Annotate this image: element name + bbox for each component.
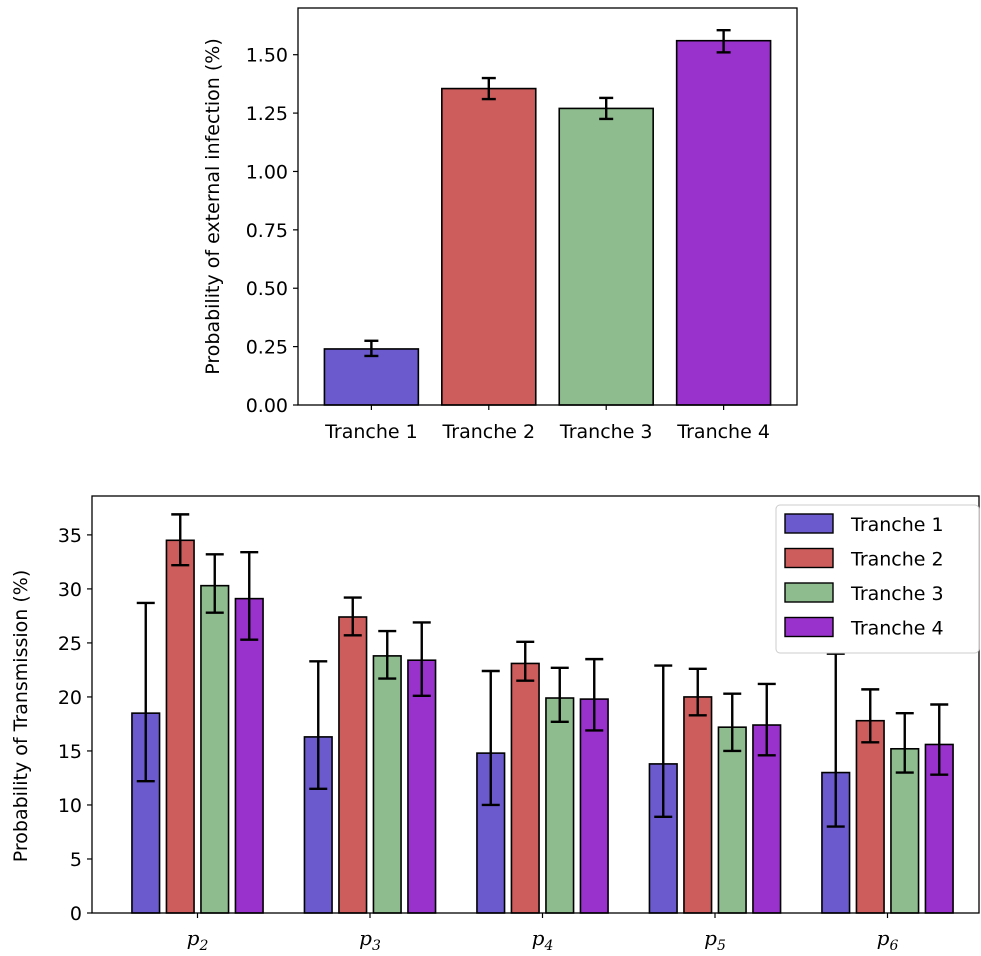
- bottom-x-tick-label: p3: [359, 926, 381, 954]
- bar-tranche-4-p3: [407, 659, 437, 914]
- top-y-axis-label: Probability of external infection (%): [202, 38, 224, 375]
- transmission-chart: 0 5 10 15 20 25 30 35 p2 p3 p4 p5 p6 Probability of…: [10, 495, 980, 954]
- top-error-bar-2: [481, 76, 496, 101]
- bottom-y-tick-label: 25: [58, 633, 82, 655]
- error-bar-tranche-2-p5: [688, 667, 707, 717]
- top-error-bar-3: [599, 96, 614, 121]
- error-bar-tranche-1-p2: [136, 601, 155, 783]
- top-y-tick-label: 1.50: [246, 45, 288, 67]
- bar-tranche-2-p5: [683, 696, 713, 914]
- top-y-tick-label: 0.00: [246, 395, 288, 417]
- error-bar-tranche-2-p2: [171, 513, 190, 567]
- bottom-y-tick-label: 15: [58, 741, 82, 763]
- bottom-y-tick-label: 5: [70, 849, 82, 871]
- top-x-tick-label: Tranche 2: [441, 421, 535, 443]
- legend-label: Tranche 1: [850, 514, 944, 536]
- external-infection-chart: 0.000.250.500.751.001.251.50 Tranche 1 Tr…: [202, 7, 798, 443]
- legend: Tranche 1 Tranche 2 Tranche 3 Tranche 4: [775, 504, 980, 654]
- legend-swatch: [784, 616, 834, 638]
- error-bar-tranche-4-p4: [585, 657, 604, 732]
- bar-tranche-2-p3: [338, 616, 368, 914]
- top-x-tick-label: Tranche 4: [676, 421, 770, 443]
- bar-tranche-3-p3: [372, 655, 402, 914]
- error-bar-tranche-1-p4: [481, 669, 500, 807]
- error-bar-tranche-2-p6: [861, 688, 880, 744]
- top-y-tick-label: 0.50: [246, 278, 288, 300]
- error-bar-tranche-3-p5: [723, 692, 742, 753]
- error-bar-tranche-3-p6: [895, 711, 914, 774]
- bottom-x-axis-ticks: p2 p3 p4 p5 p6: [187, 913, 899, 954]
- legend-label: Tranche 2: [850, 549, 944, 571]
- legend-swatch: [784, 513, 834, 534]
- bar-tranche-3-p2: [200, 584, 230, 914]
- bottom-y-tick-label: 30: [58, 579, 82, 601]
- bar-tranche-3-p5: [717, 726, 747, 914]
- bottom-y-axis-label: Probability of Transmission (%): [10, 570, 32, 863]
- error-bar-tranche-3-p2: [205, 553, 224, 614]
- error-bar-tranche-3-p3: [378, 629, 397, 680]
- error-bar-tranche-2-p4: [516, 640, 535, 682]
- legend-swatch: [784, 582, 834, 603]
- legend-label: Tranche 4: [850, 618, 944, 640]
- top-y-axis-ticks: 0.00 0.25 0.50 0.75 1.00 1.25 1.50: [246, 45, 298, 417]
- bottom-y-tick-label: 0: [70, 903, 82, 925]
- top-bar-3: [558, 107, 654, 406]
- top-y-tick-label: 1.25: [246, 103, 288, 125]
- top-y-tick-label: 0.75: [246, 220, 288, 242]
- top-bar-2: [441, 87, 537, 406]
- error-bar-tranche-1-p5: [654, 664, 673, 819]
- bar-tranche-3-p4: [545, 697, 575, 914]
- bottom-error-bars: [136, 513, 949, 828]
- bottom-plot-frame: [91, 495, 980, 914]
- error-bar-tranche-4-p6: [930, 703, 949, 776]
- legend-frame: [775, 504, 980, 654]
- top-x-tick-label: Tranche 3: [559, 421, 653, 443]
- top-bar-1: [323, 348, 420, 406]
- top-y-tick-label: 1.00: [246, 161, 288, 183]
- bar-tranche-2-p4: [510, 662, 540, 914]
- error-bar-tranche-3-p4: [550, 666, 569, 723]
- error-bar-tranche-4-p5: [757, 682, 776, 757]
- legend-swatch: [784, 547, 834, 569]
- error-bar-tranche-1-p3: [309, 660, 328, 790]
- bottom-y-tick-label: 20: [58, 687, 82, 709]
- error-bar-tranche-4-p2: [240, 550, 259, 641]
- top-bars: [323, 39, 772, 406]
- top-error-bars: [364, 28, 731, 358]
- bar-tranche-2-p2: [165, 539, 195, 914]
- bottom-y-axis-ticks: 0 5 10 15 20 25 30 35: [58, 525, 92, 925]
- bottom-y-tick-label: 10: [58, 795, 82, 817]
- legend-label: Tranche 3: [850, 583, 944, 605]
- top-error-bar-1: [364, 339, 379, 358]
- top-plot-frame: [297, 7, 798, 406]
- bottom-x-tick-label: p6: [877, 926, 899, 954]
- error-bar-tranche-1-p6: [826, 652, 845, 828]
- error-bar-tranche-4-p3: [412, 621, 431, 698]
- bar-tranche-2-p6: [855, 719, 885, 914]
- top-y-tick-label: 0.25: [246, 337, 288, 359]
- bottom-x-tick-label: p4: [532, 926, 554, 954]
- top-x-tick-label: Tranche 1: [324, 421, 418, 443]
- bottom-x-tick-label: p5: [704, 926, 726, 954]
- error-bar-tranche-2-p3: [343, 596, 362, 637]
- top-error-bar-4: [716, 28, 731, 54]
- bar-tranche-4-p2: [234, 597, 264, 914]
- bottom-y-tick-label: 35: [58, 525, 82, 547]
- bar-tranche-3-p6: [890, 747, 920, 914]
- bar-tranche-4-p4: [579, 698, 609, 914]
- top-bar-4: [675, 39, 772, 406]
- top-x-axis-ticks: Tranche 1 Tranche 2 Tranche 3 Tranche 4: [324, 405, 770, 443]
- bottom-x-tick-label: p2: [187, 926, 209, 954]
